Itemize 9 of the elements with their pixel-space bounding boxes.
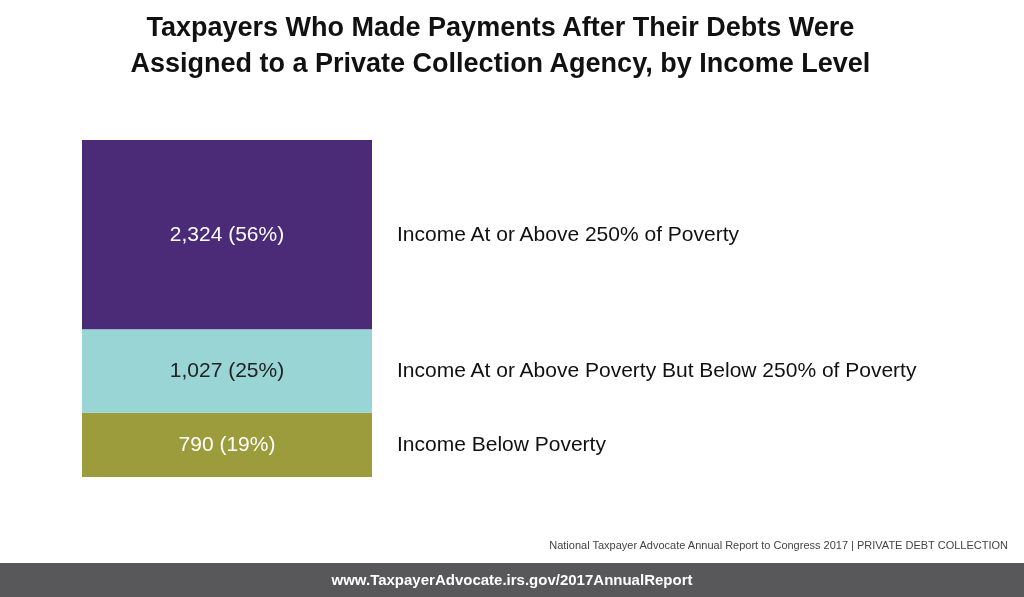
- series-label: Income At or Above Poverty But Below 250% of Poverty: [397, 357, 917, 381]
- series-label: Income At or Above 250% of Poverty: [397, 221, 740, 245]
- text: www.TaxpayerAdvocate.irs.gov/2017AnnualReport: [0, 563, 1024, 597]
- text: Taxpayers Who Made Payments After Their Debts Were Assigned to a Private Collection Agency, by Income Level: [130, 12, 871, 78]
- text: National Taxpayer Advocate Annual Report to Congress 2017 | PRIVATE DEBT COLLECTION: [549, 539, 1008, 551]
- data-label: 1,027 (25%): [169, 357, 285, 381]
- data-label: 2,324 (56%): [169, 221, 285, 245]
- data-label: 790 (19%): [178, 431, 276, 455]
- series-label: Income Below Poverty: [397, 431, 607, 455]
